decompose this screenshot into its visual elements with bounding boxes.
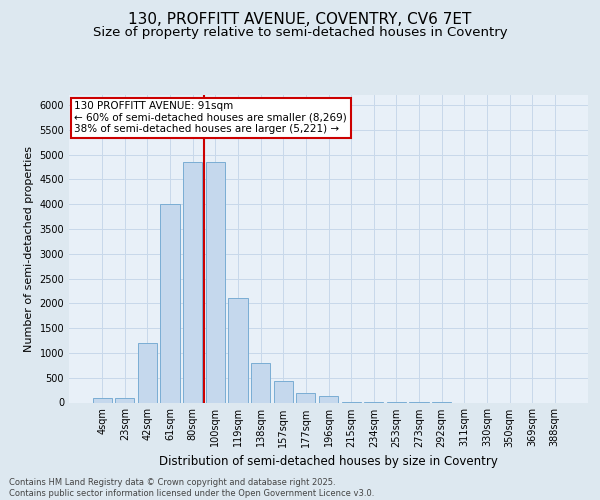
Bar bbox=[296, 392, 316, 402]
Text: 130 PROFFITT AVENUE: 91sqm
← 60% of semi-detached houses are smaller (8,269)
38%: 130 PROFFITT AVENUE: 91sqm ← 60% of semi… bbox=[74, 101, 347, 134]
Bar bbox=[319, 396, 338, 402]
Bar bbox=[274, 381, 293, 402]
Y-axis label: Number of semi-detached properties: Number of semi-detached properties bbox=[24, 146, 34, 352]
Bar bbox=[92, 398, 112, 402]
Bar bbox=[160, 204, 180, 402]
Bar bbox=[229, 298, 248, 403]
Bar bbox=[251, 363, 270, 403]
Text: Size of property relative to semi-detached houses in Coventry: Size of property relative to semi-detach… bbox=[92, 26, 508, 39]
Bar bbox=[183, 162, 202, 402]
Text: Contains HM Land Registry data © Crown copyright and database right 2025.
Contai: Contains HM Land Registry data © Crown c… bbox=[9, 478, 374, 498]
Bar bbox=[206, 162, 225, 402]
Bar bbox=[115, 398, 134, 402]
Text: 130, PROFFITT AVENUE, COVENTRY, CV6 7ET: 130, PROFFITT AVENUE, COVENTRY, CV6 7ET bbox=[128, 12, 472, 28]
Bar bbox=[138, 343, 157, 402]
X-axis label: Distribution of semi-detached houses by size in Coventry: Distribution of semi-detached houses by … bbox=[159, 455, 498, 468]
